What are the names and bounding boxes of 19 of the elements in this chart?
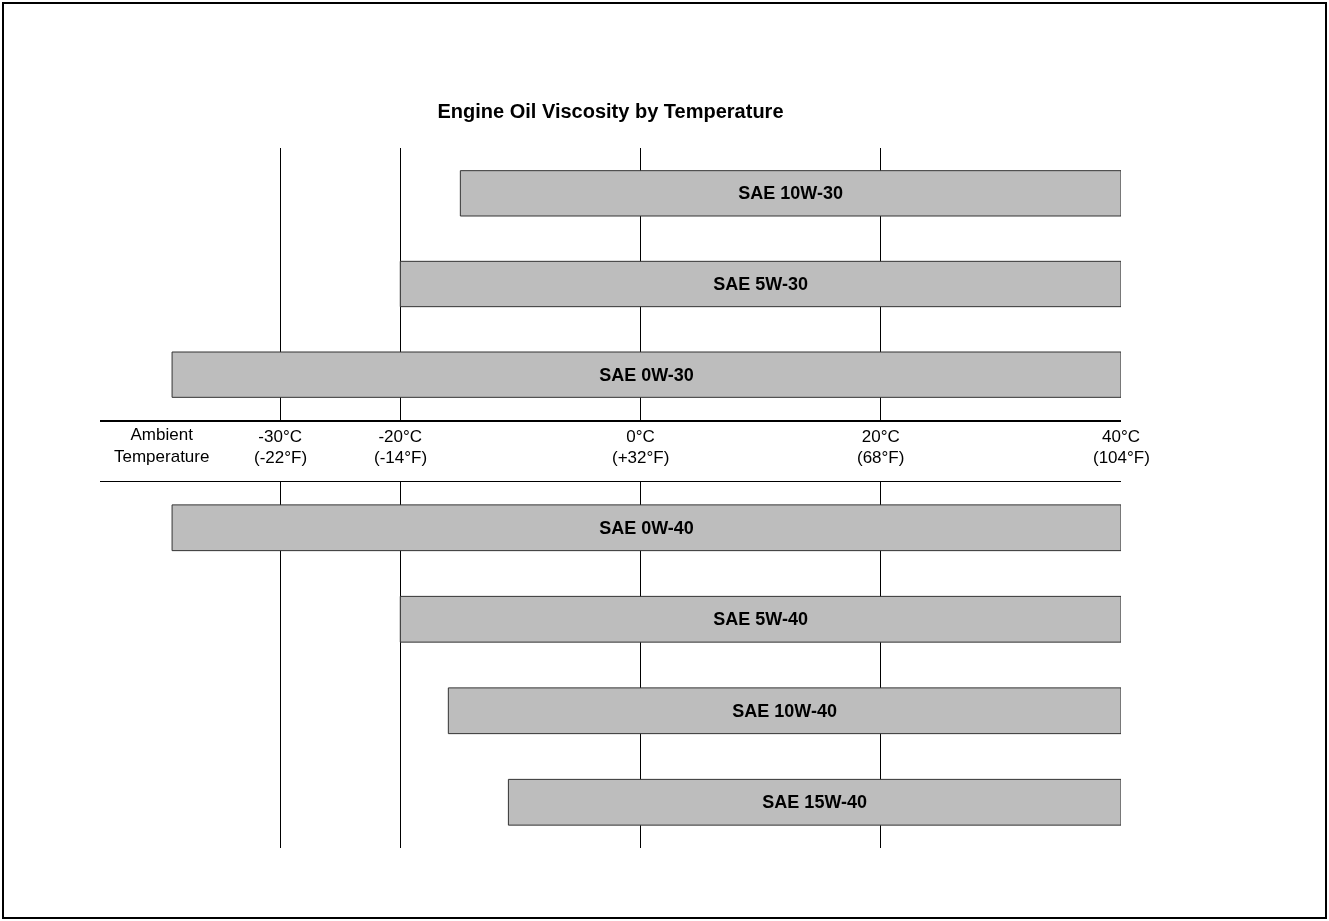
y-tick-label: SAE 0W-40: [599, 517, 694, 538]
y-tick-label: SAE 5W-30: [713, 274, 808, 294]
text: (104°F): [1093, 448, 1150, 467]
x-tick-label: 0°C: [626, 426, 655, 446]
text: (+32°F): [612, 448, 670, 467]
x-tick-label: 20°C: [861, 426, 900, 446]
y-tick-label: SAE 5W-40: [713, 609, 808, 630]
y-tick-label: SAE 15W-40: [762, 792, 868, 813]
y-tick-label: SAE 0W-30: [599, 364, 694, 385]
x-tick-label: -20°C: [378, 426, 423, 446]
x-axis-title: Ambient Temperature: [114, 425, 210, 467]
y-tick-label: SAE 10W-30: [738, 183, 844, 204]
x-tick-label: -30°C: [258, 426, 303, 446]
chart-title: Engine Oil Viscosity by Temperature: [437, 100, 784, 123]
text: (-22°F): [254, 448, 308, 467]
text: (-14°F): [374, 448, 428, 467]
y-tick-label: SAE 10W-40: [732, 700, 838, 721]
x-tick-label: 40°C: [1102, 426, 1140, 446]
text: (68°F): [857, 448, 905, 467]
